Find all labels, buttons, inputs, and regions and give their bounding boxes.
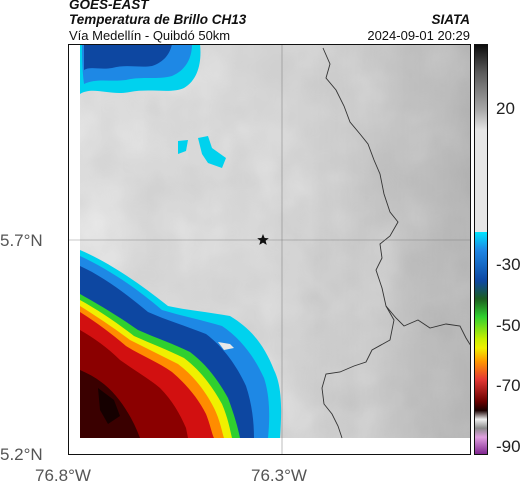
cloud-top-left [78, 44, 201, 94]
cloud-patch-2 [198, 136, 226, 168]
datetime-label: 2024-09-01 20:29 [367, 28, 470, 43]
colorbar-tick-label: -50 [496, 316, 521, 335]
source-title: GOES-EAST [69, 0, 149, 12]
colorbar-tick-label: -90 [496, 437, 521, 456]
y-tick-label: 5.2°N [0, 445, 43, 464]
boundary-line [322, 47, 471, 347]
colorbar-tick-label: -70 [496, 376, 521, 395]
x-tick-label: 76.8°W [35, 466, 91, 485]
route-subtitle: Vía Medellín - Quibdó 50km [69, 28, 231, 43]
x-tick-label: 76.3°W [251, 466, 307, 485]
colorbar-tick-label: 20 [496, 99, 515, 118]
colorbar [474, 44, 488, 455]
product-title: Temperatura de Brillo CH13 [69, 12, 247, 27]
satellite-map [68, 44, 471, 455]
convective-core [80, 250, 282, 438]
boundary-line-2 [321, 305, 395, 439]
star-icon [257, 234, 269, 245]
cloud-patch-1 [178, 140, 188, 154]
org-label: SIATA [431, 12, 471, 27]
colorbar-tick-label: -30 [496, 255, 521, 274]
y-tick-label: 5.7°N [0, 231, 43, 250]
